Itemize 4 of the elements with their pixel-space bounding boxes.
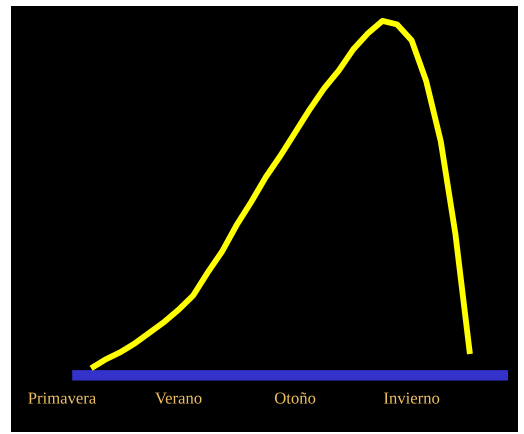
x-tick-label: Invierno (384, 392, 440, 404)
x-tick-label: Otoño (274, 392, 316, 404)
x-tick-label: Verano (155, 392, 202, 404)
x-tick-label: Primavera (28, 392, 96, 404)
